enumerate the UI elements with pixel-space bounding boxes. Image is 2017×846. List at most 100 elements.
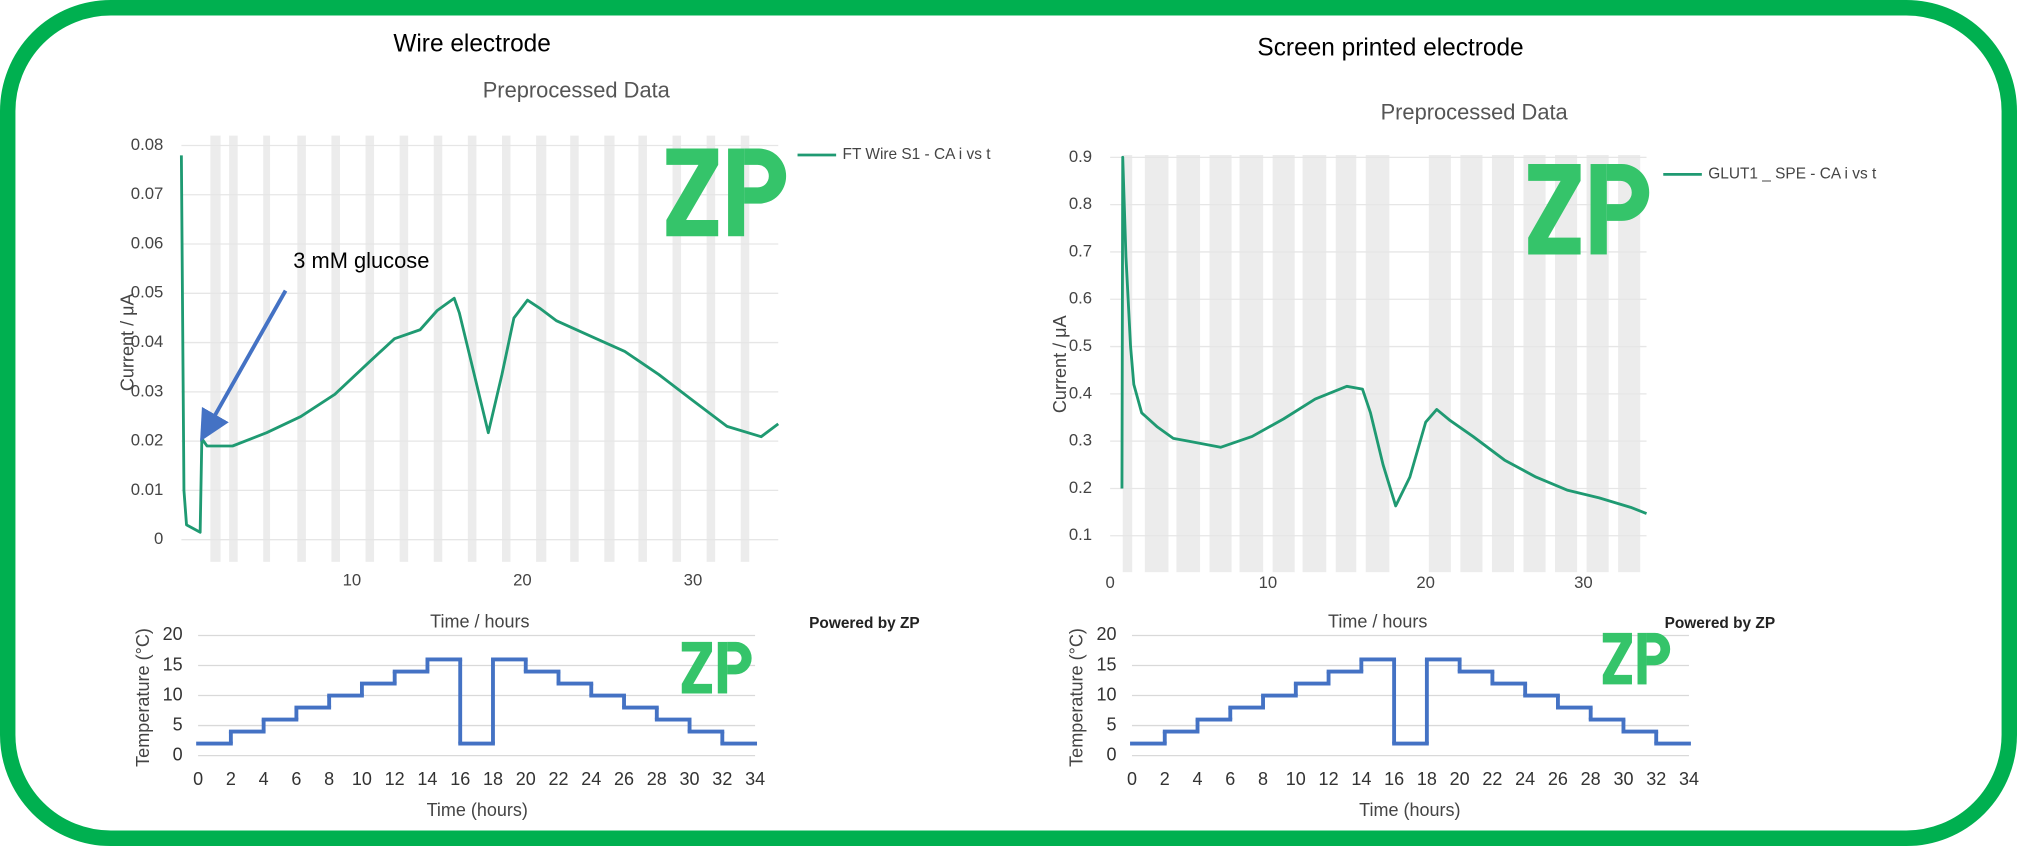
y-tick-label: 0.7 bbox=[1069, 241, 1092, 260]
shaded-band bbox=[1523, 154, 1546, 573]
x-tick-label: 26 bbox=[1548, 769, 1568, 789]
x-tick-label: 22 bbox=[548, 769, 568, 789]
y-tick-label: 10 bbox=[163, 684, 183, 704]
x-tick-label: 0 bbox=[193, 769, 203, 789]
shaded-band bbox=[1122, 154, 1133, 573]
x-tick-label: 30 bbox=[1613, 769, 1633, 789]
x-tick-label: 6 bbox=[291, 769, 301, 789]
data-line bbox=[1120, 155, 1648, 515]
x-tick-label: 10 bbox=[352, 769, 372, 789]
y-tick-label: 15 bbox=[1097, 654, 1117, 674]
shaded-band bbox=[706, 135, 716, 562]
shaded-band bbox=[365, 135, 375, 562]
y-tick-label: 0.4 bbox=[1069, 383, 1092, 402]
x-tick-label: 2 bbox=[226, 769, 236, 789]
x-tick-label: 34 bbox=[745, 769, 765, 789]
y-tick-label: 10 bbox=[1097, 684, 1117, 704]
y-tick-label: 20 bbox=[1097, 624, 1117, 644]
y-tick-label: 0.5 bbox=[1069, 336, 1092, 355]
shaded-band bbox=[433, 135, 443, 562]
y-tick-label: 0.04 bbox=[131, 332, 164, 351]
y-tick-label: 20 bbox=[163, 624, 183, 644]
shaded-band bbox=[229, 135, 238, 562]
x-tick-label: 10 bbox=[1259, 573, 1278, 592]
shaded-band bbox=[1365, 154, 1390, 573]
chart-title: Preprocessed Data bbox=[483, 77, 671, 102]
y-tick-label: 0.07 bbox=[131, 184, 164, 203]
shaded-band bbox=[331, 135, 340, 562]
y-tick-label: 0.02 bbox=[131, 431, 164, 450]
y-axis-label: Current / μA bbox=[1050, 315, 1070, 413]
powered-by: Powered by ZP bbox=[1665, 615, 1776, 632]
panel-heading: Screen printed electrode bbox=[1257, 35, 1523, 62]
y-tick-label: 0 bbox=[1107, 744, 1117, 764]
x-tick-label: 30 bbox=[1574, 573, 1593, 592]
shaded-band bbox=[1302, 154, 1327, 573]
shaded-band bbox=[210, 135, 221, 562]
x-tick-label: 12 bbox=[1319, 769, 1339, 789]
y-tick-label: 0.2 bbox=[1069, 478, 1092, 497]
x-tick-label: 22 bbox=[1482, 769, 1502, 789]
x-tick-label: 4 bbox=[1193, 769, 1203, 789]
y-axis-label: Current / μA bbox=[117, 293, 137, 391]
shaded-band bbox=[1272, 154, 1295, 573]
x-tick-label: 4 bbox=[259, 769, 269, 789]
shaded-band bbox=[740, 135, 750, 562]
shaded-band bbox=[1335, 154, 1357, 573]
shaded-band bbox=[1144, 154, 1169, 573]
y-tick-label: 5 bbox=[173, 714, 183, 734]
x-tick-label: 34 bbox=[1679, 769, 1699, 789]
y-tick-label: 0.3 bbox=[1069, 431, 1092, 450]
shaded-band bbox=[1460, 154, 1483, 573]
shaded-band bbox=[604, 135, 615, 562]
chart-title: Preprocessed Data bbox=[1381, 99, 1569, 124]
y-tick-label: 0.9 bbox=[1069, 147, 1092, 166]
x-axis-label: Time (hours) bbox=[427, 800, 528, 820]
x-tick-label: 16 bbox=[1384, 769, 1404, 789]
shaded-band bbox=[263, 135, 271, 562]
y-tick-label: 0.08 bbox=[131, 135, 164, 154]
x-tick-label: 20 bbox=[1450, 769, 1470, 789]
y-tick-label: 0 bbox=[154, 529, 163, 548]
y-tick-label: 0 bbox=[173, 744, 183, 764]
x-tick-label: 2 bbox=[1160, 769, 1170, 789]
y-tick-label: 15 bbox=[163, 654, 183, 674]
x-tick-label: 18 bbox=[483, 769, 503, 789]
x-tick-label: 20 bbox=[513, 571, 532, 590]
annotation-arrow bbox=[200, 289, 288, 442]
x-tick-label: 30 bbox=[680, 769, 700, 789]
x-tick-label: 32 bbox=[1646, 769, 1666, 789]
x-tick-label: 20 bbox=[1416, 573, 1435, 592]
y-tick-label: 0.05 bbox=[131, 283, 164, 302]
data-line bbox=[179, 155, 780, 534]
shaded-band bbox=[1586, 154, 1609, 573]
shaded-band bbox=[467, 135, 477, 562]
shaded-band bbox=[1555, 154, 1578, 573]
x-tick-label: 20 bbox=[516, 769, 536, 789]
panel-heading: Wire electrode bbox=[393, 31, 551, 58]
x-axis-label: Time / hours bbox=[430, 611, 529, 631]
shaded-band bbox=[1209, 154, 1232, 573]
annotation: 3 mM glucose bbox=[293, 248, 429, 273]
x-tick-label: 8 bbox=[1258, 769, 1268, 789]
y-axis-label: Temperature (°C) bbox=[133, 628, 153, 767]
x-tick-label: 0 bbox=[1105, 573, 1114, 592]
x-tick-label: 10 bbox=[1286, 769, 1306, 789]
legend-label: FT Wire S1 - CA i vs t bbox=[843, 146, 992, 163]
x-tick-label: 16 bbox=[450, 769, 470, 789]
x-tick-label: 24 bbox=[581, 769, 601, 789]
y-tick-label: 0.1 bbox=[1069, 525, 1092, 544]
shaded-band bbox=[1491, 154, 1515, 573]
x-tick-label: 28 bbox=[647, 769, 667, 789]
x-tick-label: 0 bbox=[1127, 769, 1137, 789]
x-axis-label: Time (hours) bbox=[1359, 800, 1460, 820]
y-tick-label: 0.8 bbox=[1069, 194, 1092, 213]
x-tick-label: 30 bbox=[684, 571, 703, 590]
x-axis-label: Time / hours bbox=[1328, 611, 1427, 631]
x-tick-label: 8 bbox=[324, 769, 334, 789]
shaded-band bbox=[1176, 154, 1201, 573]
shaded-band bbox=[399, 135, 409, 562]
x-tick-label: 14 bbox=[1351, 769, 1371, 789]
